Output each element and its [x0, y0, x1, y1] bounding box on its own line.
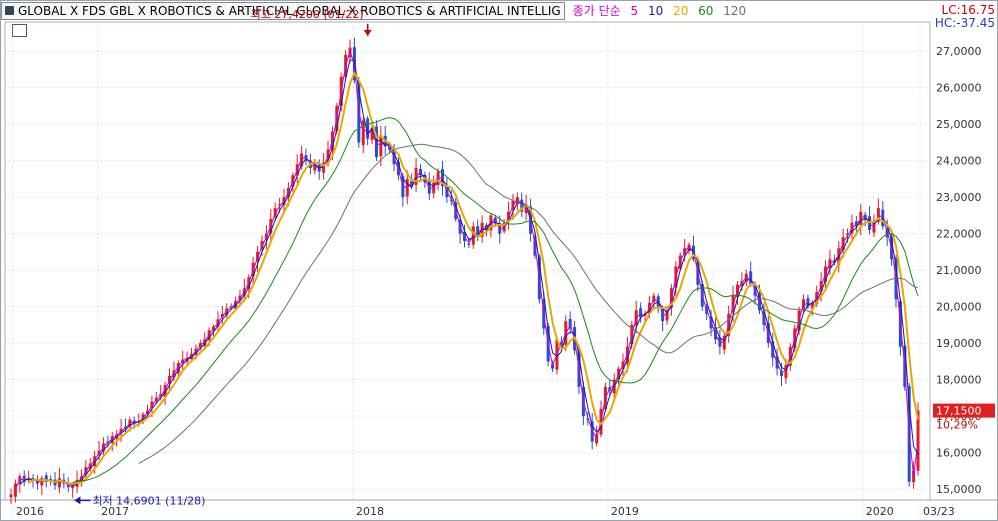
symbol-icon	[5, 6, 14, 15]
y-tick-label: 18,0000	[936, 374, 982, 387]
candle-body	[868, 216, 872, 230]
candle-body	[176, 363, 180, 374]
candle-body	[57, 478, 61, 488]
high-marker-arrow	[363, 29, 372, 36]
candle-body	[13, 483, 17, 497]
y-tick-label: 22,0000	[936, 228, 982, 241]
moving-average-legend: 종가 단순 5 10 20 60 120	[573, 2, 753, 19]
candle-body	[44, 475, 48, 482]
ma-period-10[interactable]: 10	[647, 4, 664, 18]
candle-body	[806, 298, 810, 307]
candle-body	[163, 385, 167, 397]
candle-body	[832, 260, 836, 263]
candle-body	[366, 118, 370, 139]
ma-period-120[interactable]: 120	[723, 4, 747, 18]
candle-body	[722, 335, 726, 350]
candle-body	[220, 313, 224, 317]
x-tick-label: 2020	[866, 505, 894, 518]
candle-body	[493, 217, 497, 223]
ma-period-20[interactable]: 20	[673, 4, 689, 18]
ma-line-120	[138, 143, 919, 465]
plot-area	[4, 21, 931, 501]
candle-body	[35, 481, 39, 484]
low-marker-arrow	[74, 496, 81, 505]
candle-body	[467, 243, 471, 245]
candle-body	[440, 169, 444, 187]
candle-body	[872, 222, 876, 233]
y-tick-label: 25,0000	[936, 118, 982, 131]
ma-period-60[interactable]: 60	[698, 4, 714, 18]
x-tick-label: 2016	[16, 505, 44, 518]
y-tick-label: 23,0000	[936, 191, 982, 204]
y-tick-label: 26,0000	[936, 82, 982, 95]
candle-body	[278, 204, 282, 206]
candle-body	[784, 364, 788, 379]
candle-body	[66, 485, 70, 488]
y-tick-label: 27,0000	[936, 45, 982, 58]
candle-body	[40, 478, 44, 486]
candle-body	[308, 163, 312, 168]
y-tick-label: 19,0000	[936, 337, 982, 350]
candle-body	[79, 476, 83, 482]
symbol-title: GLOBAL X FDS GBL X ROBOTICS & ARTIFICIAL…	[18, 3, 561, 18]
hc-value: HC:-37.45	[934, 16, 995, 30]
y-tick-label: 20,0000	[936, 301, 982, 314]
candle-body	[520, 199, 524, 212]
candle-body	[912, 470, 916, 483]
candle-body	[119, 428, 123, 433]
ma-period-5[interactable]: 5	[630, 4, 639, 18]
candle-body	[780, 371, 784, 376]
x-tick-label: 2019	[611, 505, 639, 518]
ma-line-20	[28, 70, 919, 485]
y-tick-label: 24,0000	[936, 155, 982, 168]
candle-body	[639, 308, 643, 318]
candle-body	[150, 401, 154, 408]
x-tick-label: 03/23	[923, 505, 955, 518]
last-price-label: 17,1500	[936, 405, 982, 418]
candle-body	[322, 162, 326, 173]
candle-body	[203, 339, 207, 347]
candle-body	[141, 414, 145, 419]
candle-body	[687, 244, 691, 252]
candle-body	[810, 302, 814, 309]
candle-body	[198, 343, 202, 347]
candle-body	[859, 211, 863, 226]
candle-body	[115, 434, 119, 439]
ma-line-5	[14, 49, 919, 490]
x-tick-label: 2017	[101, 505, 129, 518]
candle-body	[846, 233, 850, 236]
candle-body	[9, 494, 13, 498]
candle-body	[749, 271, 753, 285]
last-change-label: 10,29%	[936, 419, 978, 432]
candle-body	[361, 120, 365, 146]
candle-body	[515, 197, 519, 204]
y-tick-label: 21,0000	[936, 264, 982, 277]
chart-header: GLOBAL X FDS GBL X ROBOTICS & ARTIFICIAL…	[1, 1, 928, 20]
high-annotation: 최고 27,4200 (01/22)	[251, 8, 364, 21]
candle-body	[93, 456, 97, 467]
ma-label: 종가 단순	[572, 4, 621, 18]
low-annotation: 최저 14,6901 (11/28)	[92, 494, 205, 507]
candle-body	[260, 240, 264, 250]
x-tick-label: 2018	[356, 505, 384, 518]
candle-body	[661, 308, 665, 322]
y-tick-label: 16,0000	[936, 447, 982, 460]
candle-body	[916, 410, 920, 471]
symbol-title-box[interactable]: GLOBAL X FDS GBL X ROBOTICS & ARTIFICIAL…	[1, 1, 565, 20]
candle-body	[313, 164, 317, 171]
y-tick-label: 15,0000	[936, 483, 982, 496]
candle-body	[485, 225, 489, 230]
last-price-badge	[933, 403, 995, 418]
candle-body	[229, 306, 233, 308]
candle-body	[273, 208, 277, 218]
candle-body	[568, 318, 572, 329]
lc-value: LC:16.75	[941, 3, 995, 17]
ma-line-10	[19, 59, 919, 486]
candle-body	[863, 214, 867, 220]
ma-line-60	[72, 117, 919, 483]
